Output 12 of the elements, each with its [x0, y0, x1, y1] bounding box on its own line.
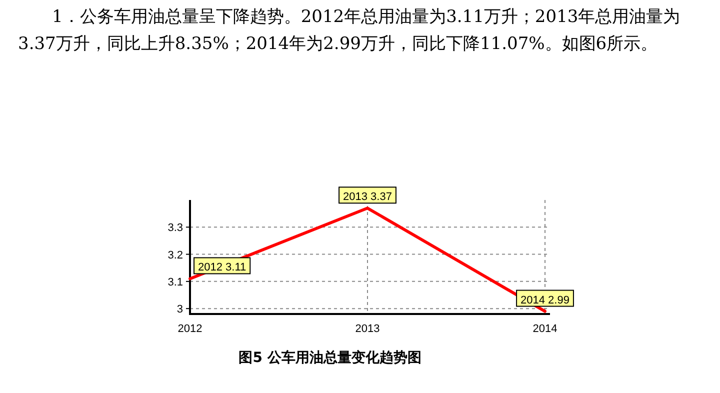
y-tick-label: 3 — [176, 304, 183, 316]
x-tick-label: 2014 — [532, 323, 558, 335]
x-tick-label: 2012 — [178, 323, 202, 335]
text: 图5 公车用油总量变化趋势图 — [238, 349, 422, 366]
data-label: 2014 2.99 — [520, 294, 570, 306]
x-tick-label: 2013 — [355, 323, 380, 335]
text: 1．公务车用油总量呈下降趋势。2012年总用油量为3.11万升；2013年总用油量为3.37万升，同比上升8.35%；2014年为2.99万升，同比下降11.07%。如图6所示。 — [18, 6, 682, 56]
y-tick-label: 3.1 — [168, 276, 183, 288]
y-tick-label: 3.2 — [168, 249, 183, 262]
y-tick-label: 3.3 — [168, 222, 183, 234]
data-label: 2013 3.37 — [343, 191, 392, 204]
data-label: 2012 3.11 — [198, 262, 246, 274]
